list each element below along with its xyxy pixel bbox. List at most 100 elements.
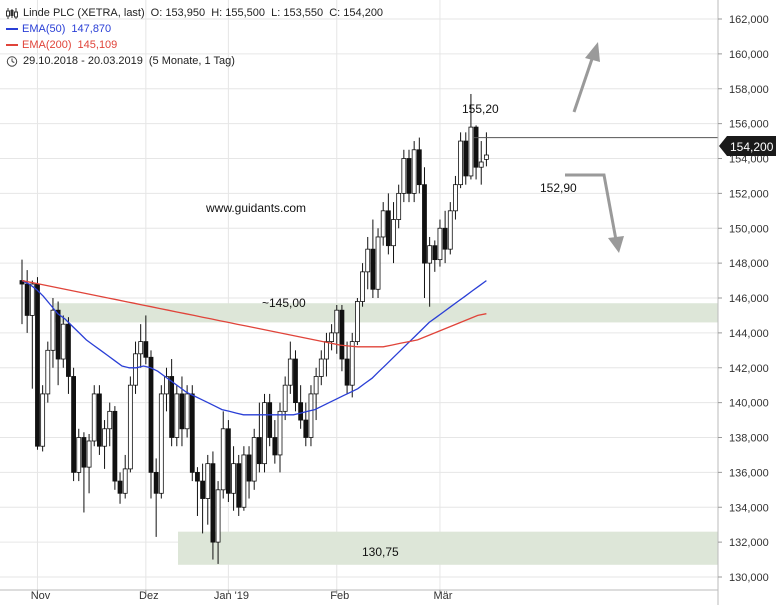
candle — [40, 385, 46, 452]
candle — [66, 317, 71, 394]
candle — [396, 184, 402, 229]
candle — [256, 402, 262, 473]
candle — [298, 385, 304, 429]
legend-title: Linde PLC (XETRA, last) — [23, 7, 145, 19]
candle — [143, 315, 149, 365]
candle — [339, 304, 345, 372]
candle — [215, 481, 221, 564]
candle — [81, 432, 87, 513]
y-tick-label: 150,000 — [729, 223, 769, 235]
candle — [107, 402, 113, 447]
candle — [241, 446, 247, 511]
y-tick-label: 142,000 — [729, 363, 769, 375]
candle — [458, 132, 464, 189]
candle — [76, 428, 82, 482]
candle — [86, 434, 92, 494]
candle — [24, 270, 30, 333]
candle — [29, 280, 35, 389]
candle — [164, 367, 169, 412]
candle — [349, 332, 355, 398]
candle — [267, 393, 273, 447]
y-tick-label: 146,000 — [729, 293, 769, 305]
candle — [179, 376, 185, 447]
candle — [422, 167, 427, 298]
watermark: www.guidants.com — [205, 201, 306, 215]
candle — [148, 350, 154, 499]
candle — [308, 385, 314, 447]
candle — [60, 315, 66, 368]
candle — [251, 428, 257, 490]
candle — [97, 385, 102, 455]
candle — [35, 277, 40, 450]
candle — [158, 385, 164, 499]
candle — [375, 228, 381, 298]
candle — [210, 451, 216, 560]
candle — [122, 454, 128, 499]
last-price-tag: 154,200 — [719, 136, 776, 156]
candle — [354, 298, 360, 346]
candle — [50, 298, 56, 368]
candle — [205, 454, 211, 525]
candle — [406, 149, 412, 203]
support-zone — [178, 531, 718, 565]
candle — [282, 376, 288, 421]
candle — [138, 324, 144, 368]
svg-text:154,200: 154,200 — [730, 140, 774, 154]
candle — [236, 454, 242, 516]
legend-ema50-value: 147,870 — [71, 23, 112, 35]
arrow-down-icon — [565, 173, 624, 253]
candle — [55, 301, 61, 386]
candle — [127, 376, 133, 473]
x-tick-label: Nov — [31, 590, 51, 602]
candle — [344, 341, 350, 394]
x-tick-label: Dez — [139, 590, 159, 602]
label-support-low: 130,75 — [362, 545, 399, 559]
y-tick-label: 136,000 — [729, 467, 769, 479]
candle — [468, 93, 474, 180]
candle — [478, 141, 484, 185]
x-tick-label: Jan '19 — [214, 590, 249, 602]
candle — [385, 193, 391, 255]
candle — [303, 402, 309, 447]
candle — [71, 367, 76, 482]
candle — [318, 350, 324, 386]
candle — [370, 219, 376, 298]
candle — [19, 259, 25, 325]
candle — [437, 219, 443, 267]
y-tick-label: 154,000 — [729, 154, 769, 166]
candle — [174, 385, 180, 447]
legend-ema200-label: EMA(200) — [22, 39, 72, 51]
candle — [220, 411, 226, 499]
y-axis: 130,000 132,000 134,000 136,000 138,000 140,0… — [717, 0, 769, 605]
candle — [365, 236, 371, 290]
x-tick-label: Mär — [433, 590, 452, 602]
candle — [293, 350, 298, 412]
candle — [184, 385, 190, 438]
clock-icon — [6, 55, 18, 67]
support-zones — [54, 303, 718, 565]
label-resistance: 155,20 — [462, 102, 499, 116]
candle — [442, 210, 448, 264]
legend-ema200-value: 145,109 — [77, 39, 118, 51]
candle — [45, 341, 51, 403]
candle — [91, 385, 97, 447]
candles — [19, 93, 489, 564]
x-axis: Nov Dez Jan '19 Feb Mär — [0, 589, 718, 602]
candle — [272, 420, 278, 464]
legend-ema50-label: EMA(50) — [22, 23, 66, 35]
candle — [313, 367, 319, 421]
ema200-line — [21, 279, 487, 348]
candle — [262, 393, 267, 473]
candle — [391, 202, 396, 264]
candle — [246, 446, 252, 499]
candle — [200, 463, 206, 534]
candle — [360, 263, 365, 307]
y-tick-label: 144,000 — [729, 328, 769, 340]
grid-lines — [0, 0, 718, 590]
arrow-up-icon — [572, 42, 600, 113]
candle — [287, 341, 293, 394]
legend-date-range: 29.10.2018 - 20.03.2019 — [23, 55, 143, 67]
candle — [189, 385, 195, 482]
candle — [153, 458, 159, 537]
